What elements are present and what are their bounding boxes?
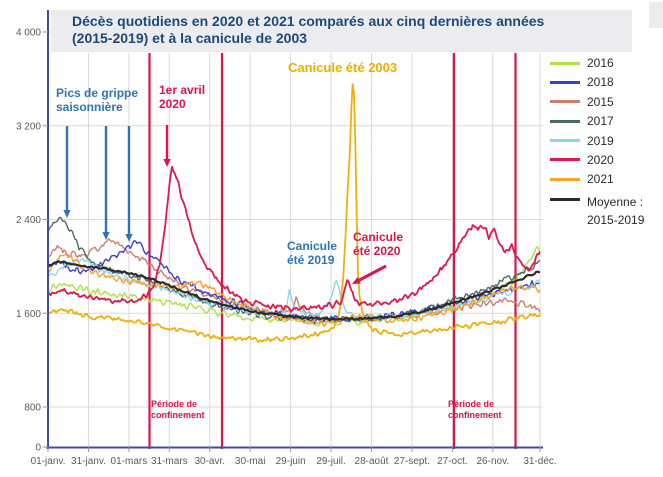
annotation-arrowhead — [102, 232, 110, 240]
legend-item-2020[interactable]: 2020 — [550, 152, 662, 167]
legend-label: 2019 — [587, 133, 614, 148]
annotation-text: été 2020 — [353, 244, 401, 259]
legend-swatch — [550, 158, 580, 162]
x-tick-label: 29-juin — [276, 456, 306, 467]
series-2020 — [47, 165, 541, 312]
x-tick-label: 26-nov. — [477, 456, 510, 467]
y-tick-label: 2 400 — [16, 215, 41, 226]
annotation-flu-peaks: Pics de grippe saisonnière — [56, 86, 138, 114]
legend-item-2019[interactable]: 2019 — [550, 133, 662, 148]
x-tick-label: 01-janv. — [31, 456, 66, 467]
legend-item-2021[interactable]: 2021 — [550, 172, 662, 187]
legend-swatch — [550, 139, 580, 143]
y-tick-label: 1 600 — [16, 309, 41, 320]
annotation-text: confinement — [151, 409, 205, 420]
legend-item-2016[interactable]: 2016 — [550, 56, 662, 70]
annotation-text: saisonnière — [56, 100, 123, 115]
annotation-text: Pics de grippe — [56, 86, 139, 100]
legend-item-moyenne[interactable]: Moyenne :2015-2019 — [550, 193, 662, 227]
annotation-text: confinement — [448, 409, 502, 420]
y-tick-label: 0 — [35, 443, 41, 454]
x-tick-label: 01-mars — [111, 456, 148, 467]
annotation-heatwave-2019: Canicule été 2019 — [287, 239, 337, 267]
legend: 2016 2018 2015 2017 2019 2020 2021 Moyenne :201… — [550, 56, 662, 227]
x-tick-label: 27-sept. — [394, 456, 430, 467]
annotation-lockdown-2: Période de confinement — [448, 399, 502, 420]
annotation-arrowhead — [352, 277, 361, 284]
x-tick-label: 28-août — [355, 456, 389, 467]
legend-item-2017[interactable]: 2017 — [550, 114, 662, 129]
legend-swatch — [550, 100, 580, 104]
legend-swatch — [550, 177, 580, 181]
x-tick-label: 31-déc. — [523, 456, 556, 467]
y-tick-label: 800 — [24, 403, 41, 414]
chart-title-band: Décès quotidiens en 2020 et 2021 comparé… — [51, 10, 632, 52]
annotation-arrowhead — [63, 210, 71, 218]
legend-swatch — [550, 61, 580, 65]
series-canicule-2003 — [47, 83, 541, 344]
legend-item-2015[interactable]: 2015 — [550, 94, 662, 109]
series-2019 — [47, 258, 541, 321]
x-tick-label: 27-oct. — [437, 456, 468, 467]
legend-swatch — [550, 119, 580, 123]
annotation-text: 1er avril — [159, 83, 206, 97]
chart-title-line2: (2015-2019) et à la canicule de 2003 — [72, 30, 308, 46]
legend-label: 2016 — [587, 56, 614, 70]
series-moyenne-2015-2019 — [47, 260, 541, 322]
x-tick-label: 30-mai — [235, 456, 266, 467]
legend-label: 2020 — [587, 152, 614, 167]
x-tick-label: 31-mars — [151, 456, 188, 467]
annotation-lockdown-1: Période de confinement — [151, 399, 205, 420]
annotation-heatwave-2020: Canicule été 2020 — [353, 230, 403, 258]
annotation-april-1-2020: 1er avril 2020 — [159, 83, 205, 111]
annotation-text: Canicule — [287, 239, 338, 253]
series-2018 — [47, 239, 541, 323]
y-tick-label: 4 000 — [16, 28, 41, 39]
legend-label: 2015 — [587, 94, 614, 109]
annotation-heatwave-2003: Canicule été 2003 — [288, 60, 397, 75]
legend-label: 2017 — [587, 114, 614, 129]
annotation-text: été 2019 — [287, 253, 335, 268]
chart-title: Décès quotidiens en 2020 et 2021 comparé… — [51, 10, 632, 47]
legend-swatch — [550, 197, 580, 201]
legend-item-2018[interactable]: 2018 — [550, 75, 662, 90]
x-tick-label: 30-avr. — [194, 456, 225, 467]
annotation-text: Période de — [448, 399, 495, 409]
annotation-text: 2020 — [159, 97, 186, 112]
annotation-arrowhead — [125, 234, 133, 242]
x-tick-label: 31-janv. — [71, 456, 106, 467]
legend-label: 2018 — [587, 75, 614, 90]
legend-label: 2021 — [587, 172, 614, 187]
annotation-text: Canicule — [353, 230, 404, 244]
annotation-text: Période de — [151, 399, 198, 409]
legend-label: Moyenne :2015-2019 — [587, 194, 645, 227]
x-tick-label: 29-juil. — [316, 456, 345, 467]
y-tick-label: 3 200 — [16, 121, 41, 132]
annotation-arrow — [358, 264, 387, 282]
chart-title-line1: Décès quotidiens en 2020 et 2021 comparé… — [72, 13, 545, 29]
legend-swatch — [550, 80, 580, 84]
annotation-arrowhead — [163, 159, 171, 167]
modebar-button[interactable] — [649, 2, 663, 28]
annotation-text: Canicule été 2003 — [288, 60, 398, 75]
